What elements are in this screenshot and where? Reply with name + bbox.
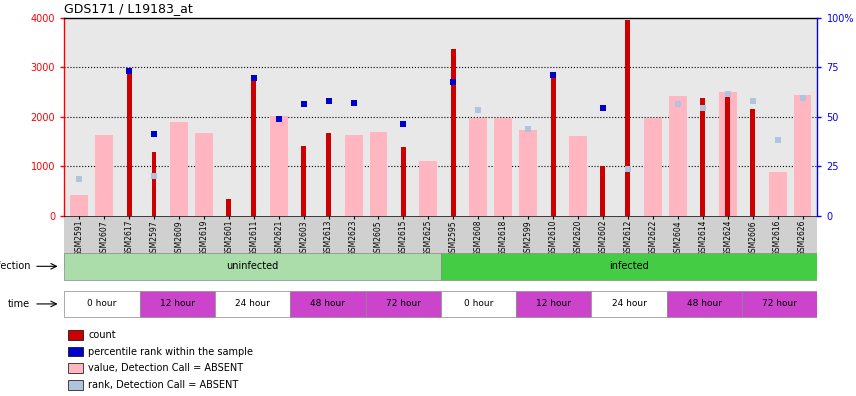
Bar [68, 380, 83, 390]
Bar [290, 291, 366, 317]
Bar [215, 291, 290, 317]
Bar [226, 200, 231, 216]
Bar [170, 122, 188, 216]
Bar [95, 135, 113, 216]
Bar [64, 291, 140, 317]
Text: uninfected: uninfected [226, 261, 279, 271]
Bar [469, 118, 487, 216]
Text: infected: infected [609, 261, 649, 271]
Text: infection: infection [0, 261, 30, 271]
Bar [370, 131, 388, 216]
Bar [301, 145, 306, 216]
Bar [195, 133, 213, 216]
Bar [626, 20, 630, 216]
Bar [750, 109, 755, 216]
Bar [667, 291, 742, 317]
Bar [345, 135, 363, 216]
Bar [451, 48, 455, 216]
Bar [366, 291, 441, 317]
Bar [68, 364, 83, 373]
Text: 48 hour: 48 hour [687, 299, 722, 308]
Bar [270, 116, 288, 216]
Text: 12 hour: 12 hour [160, 299, 194, 308]
Bar [719, 91, 737, 216]
Bar [494, 118, 512, 216]
Bar [794, 95, 811, 216]
Bar [600, 166, 605, 216]
Bar [591, 291, 667, 317]
Bar [252, 81, 256, 216]
Bar [742, 291, 817, 317]
Bar [70, 194, 88, 216]
Text: GDS171 / L19183_at: GDS171 / L19183_at [64, 2, 193, 15]
Text: percentile rank within the sample: percentile rank within the sample [88, 346, 253, 357]
Text: 0 hour: 0 hour [464, 299, 493, 308]
Text: 72 hour: 72 hour [763, 299, 797, 308]
Bar [127, 72, 132, 216]
Text: 72 hour: 72 hour [386, 299, 420, 308]
Text: rank, Detection Call = ABSENT: rank, Detection Call = ABSENT [88, 380, 239, 390]
Bar [68, 330, 83, 340]
Bar [140, 291, 215, 317]
Bar [441, 253, 817, 280]
Text: 12 hour: 12 hour [537, 299, 571, 308]
Bar [64, 253, 441, 280]
Bar [669, 95, 687, 216]
Bar [769, 172, 787, 216]
Text: value, Detection Call = ABSENT: value, Detection Call = ABSENT [88, 363, 243, 373]
Bar [152, 152, 157, 216]
Bar [401, 147, 406, 216]
Text: 24 hour: 24 hour [235, 299, 270, 308]
Bar [700, 98, 705, 216]
Bar [644, 118, 662, 216]
Text: 48 hour: 48 hour [311, 299, 345, 308]
Bar [68, 347, 83, 356]
Bar [516, 291, 591, 317]
Text: 0 hour: 0 hour [87, 299, 116, 308]
Text: count: count [88, 330, 116, 340]
Bar [419, 161, 437, 216]
Bar [550, 76, 556, 216]
Text: 24 hour: 24 hour [612, 299, 646, 308]
Bar [725, 91, 730, 216]
Bar [326, 133, 331, 216]
Bar [519, 130, 537, 216]
Bar [441, 291, 516, 317]
Bar [569, 135, 587, 216]
Text: time: time [9, 299, 30, 309]
